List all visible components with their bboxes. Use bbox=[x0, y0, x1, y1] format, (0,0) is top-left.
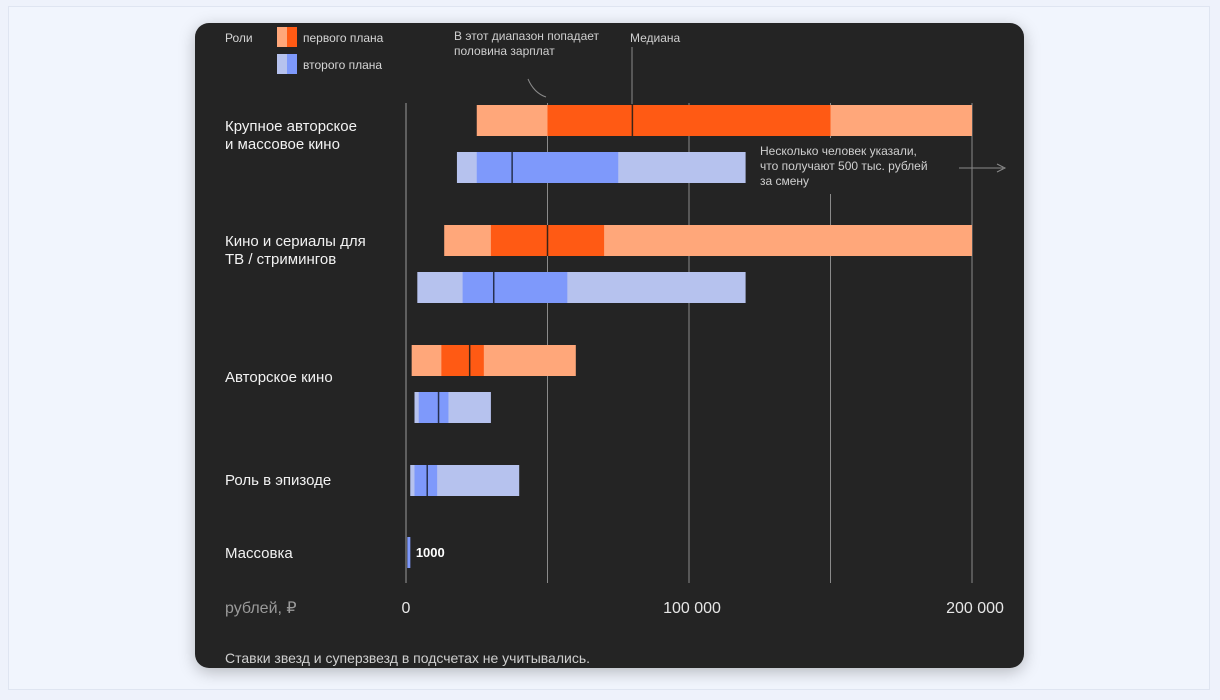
legend-swatch-iqr bbox=[287, 54, 297, 74]
annotation-median: Медиана bbox=[630, 31, 681, 45]
bar-iqr bbox=[441, 345, 484, 376]
chart-card: Роли первого плана второго плана Крупное ав… bbox=[195, 23, 1024, 668]
bar-iqr bbox=[547, 105, 831, 136]
category-label: Массовка bbox=[225, 545, 293, 562]
salary-range-chart: Роли первого плана второго плана Крупное ав… bbox=[225, 27, 1007, 666]
category-label: Авторское кино bbox=[225, 369, 333, 386]
legend-label: второго плана bbox=[303, 58, 382, 72]
footnote: Ставки звезд и суперзвезд в подсчетах не… bbox=[225, 650, 590, 666]
x-tick-label: 0 bbox=[402, 600, 411, 617]
legend-title: Роли bbox=[225, 31, 253, 45]
value-label: 1000 bbox=[416, 545, 445, 560]
legend-swatch-iqr bbox=[287, 27, 297, 47]
bar-iqr bbox=[418, 392, 449, 423]
x-axis-label: рублей, ₽ bbox=[225, 600, 297, 617]
annotation-arrow-head bbox=[996, 163, 1007, 173]
bar-point bbox=[407, 537, 411, 568]
annotation-bg bbox=[753, 138, 947, 194]
legend-label: первого плана bbox=[303, 31, 384, 45]
legend-swatch-range bbox=[277, 54, 287, 74]
bar-iqr bbox=[462, 272, 568, 303]
legend-swatch-range bbox=[277, 27, 287, 47]
bar-range bbox=[411, 345, 576, 376]
annotation-range-connector bbox=[527, 78, 547, 98]
annotation-range: В этот диапазон попадает половина зарплат bbox=[454, 29, 600, 58]
category-label: Роль в эпизоде bbox=[225, 472, 331, 489]
bar-iqr bbox=[476, 152, 619, 183]
annotation-outlier: Несколько человек указали, что получают 5… bbox=[760, 144, 928, 188]
x-tick-label: 200 000 bbox=[946, 600, 1004, 617]
category-label: Кино и сериалы для ТВ / стримингов bbox=[225, 233, 366, 268]
category-label: Крупное авторское и массовое кино bbox=[225, 118, 357, 153]
bar-iqr bbox=[414, 465, 438, 496]
x-tick-label: 100 000 bbox=[663, 600, 721, 617]
